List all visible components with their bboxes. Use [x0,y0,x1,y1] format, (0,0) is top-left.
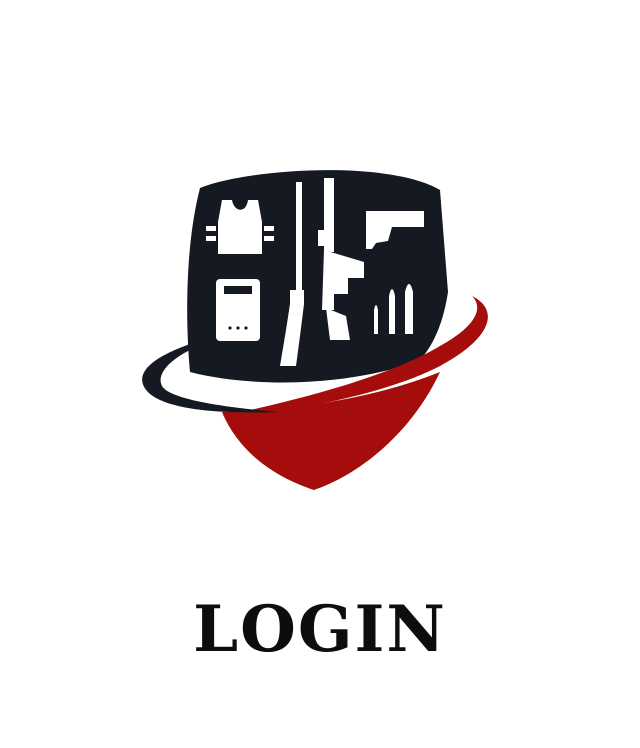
shotgun-icon [280,182,304,366]
swoosh-dark-shape [142,344,280,413]
shield-red-base-shape [222,372,440,490]
login-button[interactable]: LOGIN [170,585,470,675]
tactical-vest-icon [206,200,274,254]
ballistic-plate-icon [216,279,260,341]
login-label: LOGIN [193,592,447,667]
shield-logo [142,170,488,490]
pistol-icon [366,211,424,249]
swoosh-red-shape [222,296,488,416]
assault-rifle-icon [318,178,364,340]
bullets-icon [374,284,413,334]
